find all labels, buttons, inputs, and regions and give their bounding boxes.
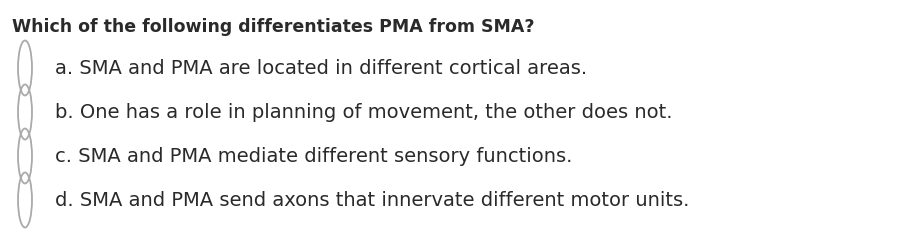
Text: d. SMA and PMA send axons that innervate different motor units.: d. SMA and PMA send axons that innervate… [55, 191, 689, 209]
Text: Which of the following differentiates PMA from SMA?: Which of the following differentiates PM… [12, 18, 534, 36]
Text: b. One has a role in planning of movement, the other does not.: b. One has a role in planning of movemen… [55, 102, 673, 121]
Text: c. SMA and PMA mediate different sensory functions.: c. SMA and PMA mediate different sensory… [55, 146, 572, 165]
Text: a. SMA and PMA are located in different cortical areas.: a. SMA and PMA are located in different … [55, 59, 587, 78]
